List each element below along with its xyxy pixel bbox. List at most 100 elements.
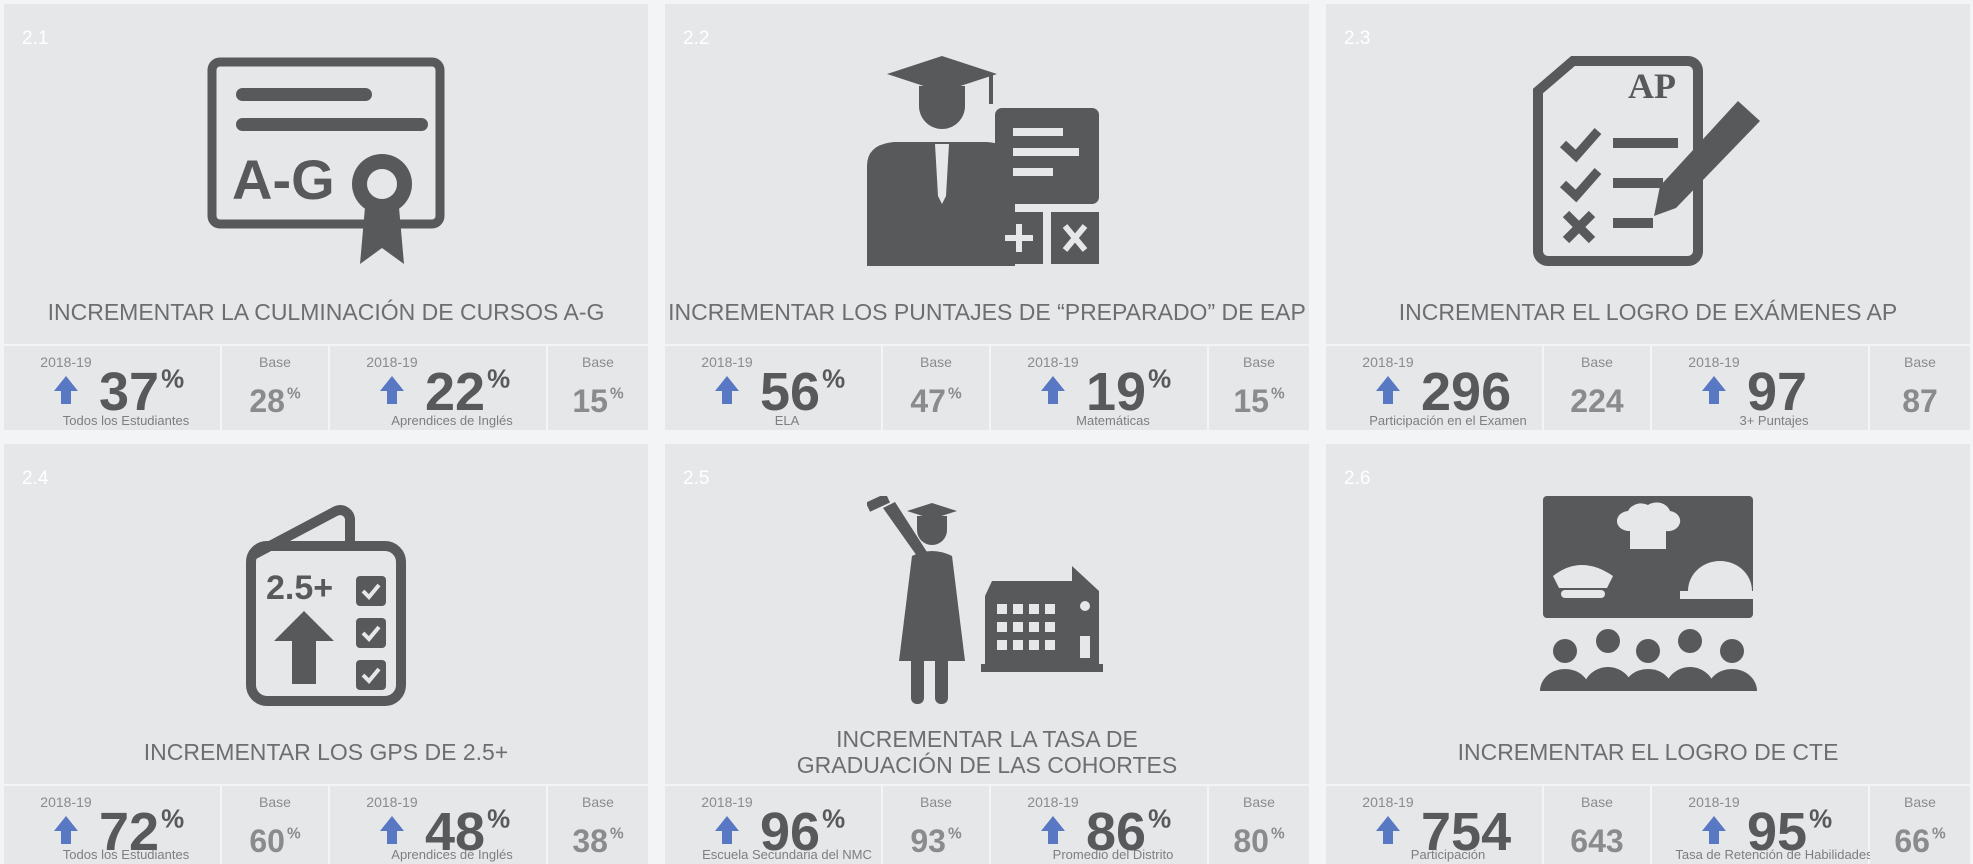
- metric-value-unit: %: [1148, 365, 1171, 393]
- metric-label: Tasa de Retención de Habilidades: [1675, 847, 1873, 862]
- baseline-title: Base: [920, 354, 952, 370]
- metric-year: 2018-19: [701, 794, 753, 810]
- baseline-title: Base: [582, 354, 614, 370]
- icon-label-group: A-G: [232, 148, 335, 211]
- metric-value-unit: %: [822, 805, 845, 833]
- baseline-value: 87: [1902, 383, 1938, 419]
- metric-year: 2018-19: [1688, 794, 1740, 810]
- baseline-title: Base: [1243, 794, 1275, 810]
- metric: 2018-19973+ Puntajes: [1652, 346, 1868, 430]
- baseline-value: 15: [572, 383, 608, 419]
- metric-label: 3+ Puntajes: [1739, 413, 1809, 428]
- metric-label: Escuela Secundaria del NMC: [702, 847, 872, 862]
- baseline-value: 224: [1570, 383, 1624, 419]
- baseline: Base224: [1544, 346, 1650, 430]
- baseline-value: 28: [249, 383, 285, 419]
- baseline-title: Base: [1904, 354, 1936, 370]
- metric-value-unit: %: [1809, 805, 1832, 833]
- metric-value-unit: %: [161, 805, 184, 833]
- card-title: INCREMENTAR LOS GPS DE 2.5+: [144, 739, 508, 765]
- baseline-title: Base: [259, 794, 291, 810]
- metric-label: Participación en el Examen: [1369, 413, 1527, 428]
- metric-value-unit: %: [1148, 805, 1171, 833]
- card: 2.4 2.5+ INCREMENTAR LOS GPS DE 2.5+ 2018-1…: [4, 444, 648, 864]
- metric: 2018-1919%Matemáticas: [991, 346, 1207, 430]
- baseline: Base 93%: [883, 786, 989, 864]
- card: 2.2INCREMENTAR LOS PUNTAJES DE “PREPARAD…: [665, 4, 1309, 430]
- metric-year: 2018-19: [1027, 354, 1079, 370]
- card-number: 2.1: [22, 28, 48, 49]
- metric-year: 2018-19: [1027, 794, 1079, 810]
- baseline-value-unit: %: [610, 386, 624, 403]
- baseline: Base 47%: [883, 346, 989, 430]
- baseline-value-unit: %: [610, 826, 624, 843]
- baseline-value-unit: %: [948, 826, 962, 843]
- icon-label-group: 2.5+: [266, 569, 333, 607]
- card-title: INCREMENTAR LA TASA DE: [836, 726, 1138, 752]
- metric-label: Promedio del Distrito: [1053, 847, 1174, 862]
- card-header: [1326, 4, 1970, 344]
- baseline: Base 15%: [548, 346, 648, 430]
- metric-value-unit: %: [487, 805, 510, 833]
- metric-value-unit: %: [487, 365, 510, 393]
- card-title: INCREMENTAR LA CULMINACIÓN DE CURSOS A-G: [48, 299, 605, 325]
- baseline-value: 93: [910, 823, 946, 859]
- baseline-value-unit: %: [287, 386, 301, 403]
- metric-label: Aprendices de Inglés: [391, 847, 513, 862]
- metric-value-unit: %: [822, 365, 845, 393]
- metric-label: Aprendices de Inglés: [391, 413, 513, 428]
- baseline-value-unit: %: [1271, 386, 1285, 403]
- metric-label: Todos los Estudiantes: [63, 413, 190, 428]
- metric-year: 2018-19: [701, 354, 753, 370]
- baseline: Base 66%: [1870, 786, 1970, 864]
- icon-label-group: AP: [1628, 66, 1676, 106]
- metric-year: 2018-19: [40, 354, 92, 370]
- card-title: INCREMENTAR LOS PUNTAJES DE “PREPARADO” …: [668, 299, 1306, 325]
- baseline-value: 643: [1570, 823, 1623, 859]
- metric-year: 2018-19: [1688, 354, 1740, 370]
- baseline-title: Base: [1904, 794, 1936, 810]
- baseline-title: Base: [1243, 354, 1275, 370]
- card-number: 2.3: [1344, 28, 1370, 49]
- icon-label: 2.5+: [266, 569, 333, 607]
- baseline-value: 66: [1894, 823, 1930, 859]
- baseline-title: Base: [920, 794, 952, 810]
- baseline: Base 38%: [548, 786, 648, 864]
- metric: 2018-1922%Aprendices de Inglés: [330, 346, 546, 430]
- icon-label: AP: [1628, 66, 1676, 106]
- metric-label: Participación: [1411, 847, 1485, 862]
- card-title: INCREMENTAR EL LOGRO DE EXÁMENES AP: [1399, 299, 1897, 325]
- card-title: INCREMENTAR EL LOGRO DE CTE: [1458, 739, 1839, 765]
- dashboard: 2.1 A-G INCREMENTAR LA CULMINACIÓN DE CURS…: [0, 0, 1973, 864]
- baseline: Base 15%: [1209, 346, 1309, 430]
- card-number: 2.5: [683, 468, 709, 489]
- baseline-value-unit: %: [1271, 826, 1285, 843]
- metric-label: Matemáticas: [1076, 413, 1150, 428]
- baseline-value: 47: [910, 383, 946, 419]
- baseline-value: 60: [249, 823, 285, 859]
- baseline-title: Base: [582, 794, 614, 810]
- baseline-value-unit: %: [287, 826, 301, 843]
- metric-label: ELA: [775, 413, 800, 428]
- baseline-value: 15: [1233, 383, 1269, 419]
- baseline-value-unit: %: [948, 386, 962, 403]
- baseline-value-unit: %: [1932, 826, 1946, 843]
- metric-year: 2018-19: [366, 794, 418, 810]
- card-number: 2.4: [22, 468, 49, 489]
- metric-label: Todos los Estudiantes: [63, 847, 190, 862]
- baseline-value: 38: [572, 823, 608, 859]
- card: 2.1 A-G INCREMENTAR LA CULMINACIÓN DE CURS…: [4, 4, 648, 430]
